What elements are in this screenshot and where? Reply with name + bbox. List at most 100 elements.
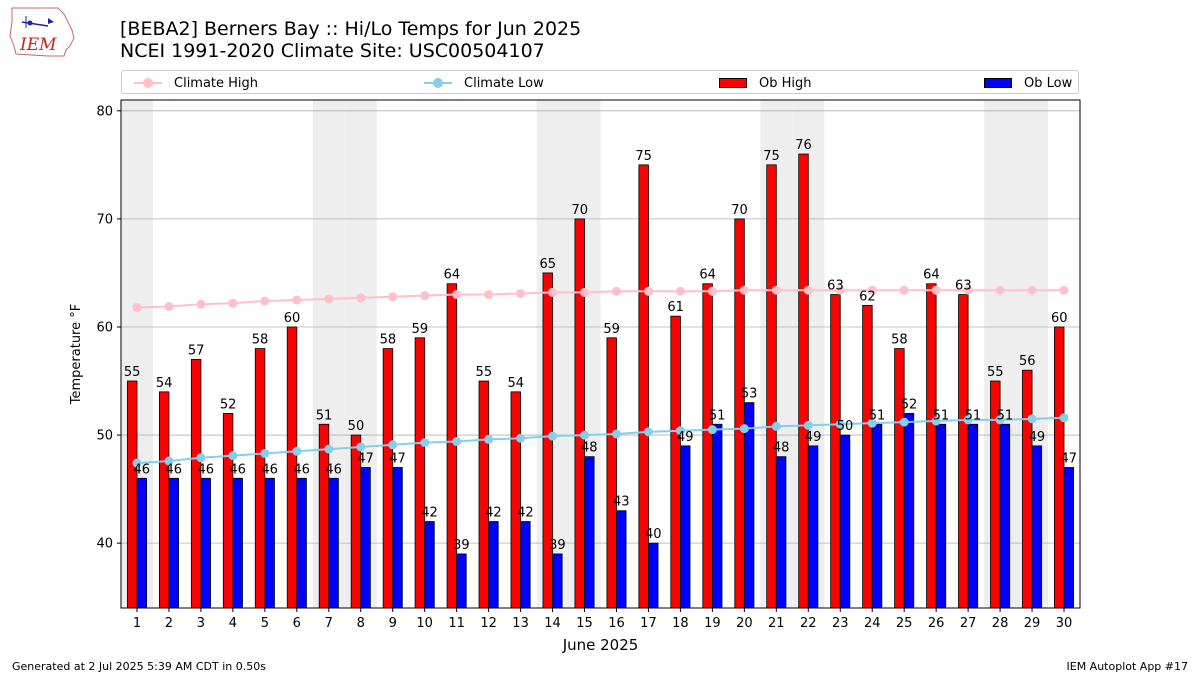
point-climate-high-17 [643, 286, 653, 296]
bar-ob-high-18 [670, 315, 681, 609]
point-climate-low-26 [931, 416, 941, 426]
point-climate-low-30 [1059, 413, 1069, 423]
footer-generated: Generated at 2 Jul 2025 5:39 AM CDT in 0… [12, 660, 266, 673]
label-ob-high-20: 70 [731, 203, 748, 218]
label-ob-high-18: 61 [667, 300, 684, 315]
label-ob-high-12: 55 [476, 365, 493, 380]
y-tick-label-70: 70 [96, 212, 113, 227]
bar-ob-high-12 [478, 380, 490, 609]
legend-item-ob-low: Ob Low [984, 74, 1072, 92]
label-ob-low-17: 40 [645, 527, 662, 542]
bar-ob-high-21 [766, 164, 777, 609]
point-climate-high-9 [388, 292, 398, 302]
label-ob-high-2: 54 [156, 376, 173, 391]
point-climate-low-3 [196, 453, 206, 463]
label-ob-low-9: 47 [389, 451, 406, 466]
bar-ob-high-23 [830, 294, 841, 609]
bar-ob-high-22 [798, 153, 809, 609]
legend-marker-climate-low [424, 78, 452, 88]
bar-ob-high-13 [510, 391, 521, 609]
bar-ob-low-25 [903, 413, 915, 609]
bar-ob-low-8 [360, 467, 371, 609]
bar-ob-low-12 [488, 521, 499, 609]
point-climate-high-26 [931, 285, 941, 295]
point-climate-high-2 [164, 301, 174, 311]
point-climate-low-1 [132, 458, 142, 468]
x-tick-label-16: 16 [608, 616, 625, 631]
point-climate-high-21 [771, 285, 781, 295]
point-climate-high-4 [228, 298, 238, 308]
point-climate-high-5 [260, 296, 270, 306]
point-climate-low-4 [228, 451, 238, 461]
label-ob-high-29: 56 [1019, 354, 1036, 369]
point-climate-high-19 [707, 286, 717, 296]
point-climate-low-10 [420, 438, 430, 448]
point-climate-low-29 [1027, 414, 1037, 424]
label-ob-low-11: 39 [453, 538, 470, 553]
label-ob-high-1: 55 [124, 365, 141, 380]
bar-ob-high-25 [894, 348, 905, 609]
x-tick-label-30: 30 [1056, 616, 1073, 631]
bar-ob-low-29 [1031, 445, 1043, 609]
chart-title: [BEBA2] Berners Bay :: Hi/Lo Temps for J… [120, 18, 582, 40]
bar-ob-high-26 [926, 283, 937, 609]
point-climate-low-2 [164, 456, 174, 466]
bar-ob-low-21 [775, 456, 787, 609]
bar-ob-high-2 [158, 391, 170, 609]
legend: Climate High Climate Low Ob High Ob Low [121, 70, 1079, 94]
label-ob-high-10: 59 [412, 322, 429, 337]
x-tick-label-5: 5 [261, 616, 269, 631]
label-ob-high-16: 59 [603, 322, 620, 337]
legend-marker-climate-high [134, 78, 162, 88]
point-climate-low-21 [771, 421, 781, 431]
plot-frame [120, 99, 1081, 609]
label-ob-low-2: 46 [165, 462, 182, 477]
label-ob-low-29: 49 [1029, 430, 1046, 445]
label-ob-high-8: 50 [348, 419, 365, 434]
point-climate-low-24 [867, 418, 877, 428]
label-ob-low-27: 51 [965, 408, 982, 423]
point-climate-high-18 [675, 286, 685, 296]
label-ob-low-8: 47 [357, 451, 374, 466]
label-ob-low-6: 46 [293, 462, 310, 477]
point-climate-high-15 [580, 287, 590, 297]
x-tick-label-8: 8 [357, 616, 365, 631]
x-tick-label-22: 22 [800, 616, 817, 631]
point-climate-low-18 [675, 426, 685, 436]
point-climate-high-29 [1027, 285, 1037, 295]
bar-ob-high-9 [382, 348, 394, 609]
bar-ob-high-11 [446, 283, 458, 609]
point-climate-low-8 [356, 442, 366, 452]
point-climate-low-13 [516, 433, 526, 443]
bar-ob-low-28 [999, 423, 1011, 609]
legend-item-ob-high: Ob High [719, 74, 812, 92]
point-climate-high-27 [963, 285, 973, 295]
label-ob-high-7: 51 [316, 408, 333, 423]
legend-label-climate-high: Climate High [174, 75, 259, 91]
label-ob-high-21: 75 [763, 149, 780, 164]
label-ob-high-17: 75 [635, 149, 652, 164]
x-tick-label-4: 4 [229, 616, 237, 631]
label-ob-low-15: 48 [581, 441, 598, 456]
label-ob-high-27: 63 [955, 279, 972, 294]
point-climate-low-5 [260, 448, 270, 458]
x-tick-label-10: 10 [416, 616, 433, 631]
point-climate-high-16 [611, 286, 621, 296]
bar-ob-low-27 [967, 423, 979, 609]
legend-item-climate-high: Climate High [134, 74, 258, 92]
point-climate-high-7 [324, 294, 334, 304]
label-ob-high-4: 52 [220, 397, 237, 412]
x-tick-label-20: 20 [736, 616, 753, 631]
point-climate-low-15 [580, 430, 590, 440]
bar-ob-low-9 [392, 467, 403, 609]
y-tick-label-40: 40 [96, 537, 113, 552]
bar-ob-low-5 [264, 477, 275, 609]
x-tick-label-12: 12 [480, 616, 497, 631]
point-climate-low-16 [611, 429, 621, 439]
bar-ob-high-15 [574, 218, 585, 609]
legend-label-ob-low: Ob Low [1024, 75, 1073, 91]
bar-ob-low-17 [648, 542, 659, 609]
bar-ob-low-11 [456, 553, 467, 609]
x-tick-label-9: 9 [389, 616, 397, 631]
bar-ob-low-7 [328, 477, 339, 609]
